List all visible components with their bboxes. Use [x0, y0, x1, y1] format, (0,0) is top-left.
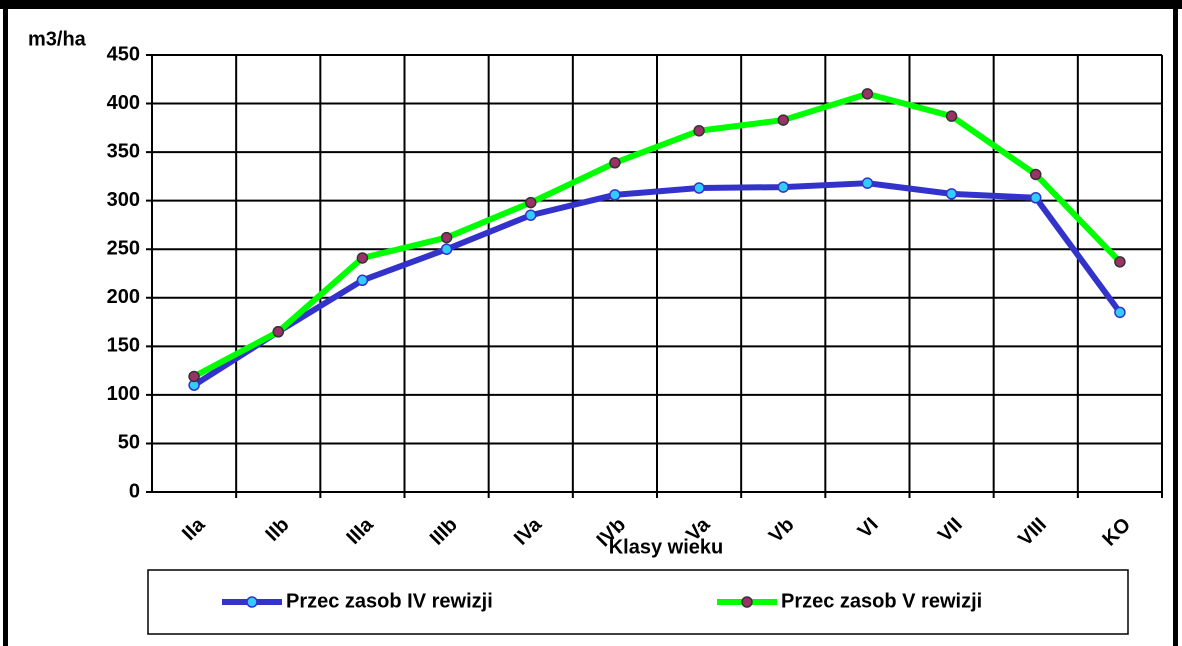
- x-tick-label: VII: [934, 514, 967, 547]
- x-tick-label: IVa: [510, 513, 547, 550]
- y-tick-label: 0: [129, 480, 140, 502]
- frame-top: [0, 0, 1182, 9]
- point-marker: [1030, 192, 1042, 204]
- x-tick-label: KO: [1098, 514, 1135, 551]
- y-axis-label: m3/ha: [28, 28, 87, 50]
- x-tick-label: IIIb: [426, 514, 462, 550]
- point-marker: [777, 181, 789, 193]
- x-axis-label: Klasy wieku: [609, 536, 724, 558]
- point-marker: [945, 188, 958, 200]
- y-tick-label: 100: [107, 383, 140, 405]
- point-marker: [272, 326, 284, 338]
- y-tick-label: 400: [107, 92, 140, 114]
- point-marker: [440, 231, 453, 244]
- series-line: [192, 90, 1123, 380]
- legend-marker: [741, 596, 753, 608]
- y-tick-label: 150: [107, 335, 140, 357]
- x-tick-label: IIb: [261, 514, 293, 546]
- point-marker: [693, 182, 705, 194]
- point-marker: [1030, 168, 1042, 181]
- point-marker: [1114, 306, 1126, 319]
- series-line: [192, 180, 1123, 388]
- point-marker: [609, 189, 621, 201]
- point-marker: [609, 157, 621, 169]
- legend-marker: [246, 596, 258, 608]
- point-marker: [693, 124, 705, 137]
- frame-right: [1173, 0, 1178, 646]
- legend-box: [147, 569, 1129, 635]
- point-marker: [440, 243, 453, 255]
- point-marker: [356, 274, 369, 287]
- y-tick-label: 350: [107, 140, 140, 162]
- x-tick-label: VI: [854, 514, 883, 543]
- point-marker: [1114, 256, 1126, 268]
- legend-label: Przec zasob IV rewizji: [286, 590, 493, 612]
- point-marker: [356, 252, 369, 264]
- point-marker: [861, 177, 874, 189]
- point-marker: [861, 88, 874, 100]
- x-tick-label: IIIa: [342, 513, 378, 549]
- x-tick-label: IIa: [178, 513, 210, 545]
- point-marker: [525, 209, 537, 221]
- y-tick-label: 300: [107, 189, 140, 211]
- y-tick-label: 250: [107, 238, 140, 260]
- y-tick-label: 450: [107, 43, 140, 65]
- point-marker: [525, 196, 537, 209]
- point-marker: [945, 110, 958, 122]
- frame-left: [3, 0, 8, 646]
- legend-label: Przec zasob V rewizji: [781, 590, 982, 612]
- x-tick-label: VIII: [1014, 514, 1051, 551]
- point-marker: [188, 370, 200, 383]
- point-marker: [777, 114, 789, 126]
- y-tick-label: 50: [118, 432, 140, 454]
- y-tick-label: 200: [107, 286, 140, 308]
- x-tick-label: Vb: [765, 514, 799, 548]
